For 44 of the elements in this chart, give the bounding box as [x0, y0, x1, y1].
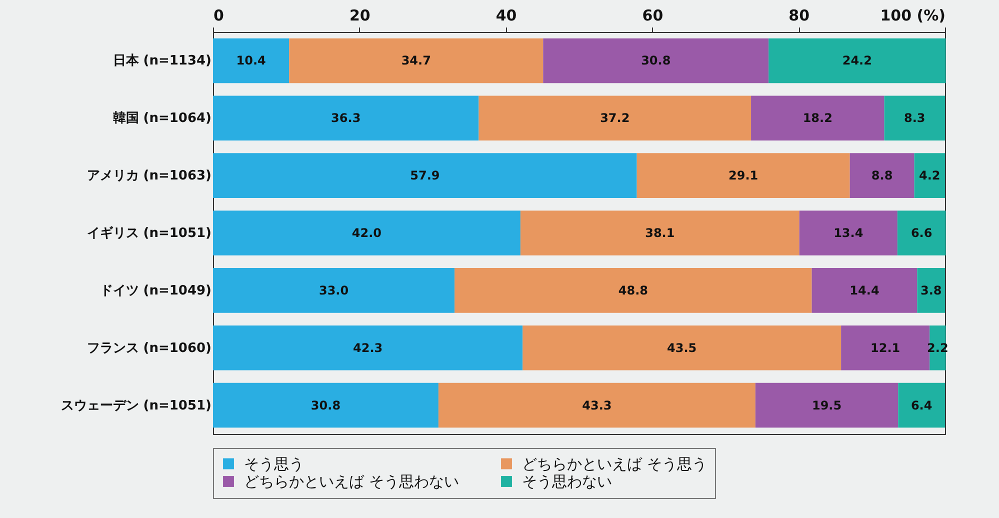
x-tick-label: 60 — [642, 6, 664, 24]
data-label: 48.8 — [618, 283, 648, 298]
legend-label: そう思う — [244, 454, 304, 473]
data-label: 34.7 — [401, 54, 431, 68]
data-label: 57.9 — [410, 168, 440, 183]
x-tick-label: 0 — [214, 6, 224, 24]
legend-label: そう思わない — [522, 472, 612, 490]
data-label: 30.8 — [641, 54, 671, 68]
data-label: 13.4 — [834, 226, 864, 240]
data-label: 42.3 — [353, 340, 383, 355]
data-label: 19.5 — [812, 398, 842, 412]
data-label: 30.8 — [310, 398, 341, 412]
data-label: 42.0 — [352, 226, 382, 240]
data-label: 43.5 — [667, 340, 697, 355]
y-tick-label: スウェーデン (n=1051) — [60, 398, 212, 414]
data-label: 36.3 — [331, 111, 361, 126]
x-tick-label: 20 — [349, 6, 370, 24]
data-label: 4.2 — [918, 168, 940, 183]
data-label: 24.2 — [842, 54, 872, 68]
y-tick-label: 日本 (n=1134) — [112, 54, 212, 69]
data-label: 14.4 — [850, 283, 880, 298]
legend-label: どちらかといえば そう思わない — [244, 472, 459, 490]
x-tick-label: 100 (%) — [880, 6, 946, 24]
x-tick-label: 40 — [496, 6, 517, 24]
y-tick-label: ドイツ (n=1049) — [100, 283, 212, 298]
data-label: 18.2 — [802, 111, 832, 126]
data-label: 38.1 — [645, 226, 675, 240]
data-label: 6.4 — [910, 398, 932, 412]
data-label: 29.1 — [728, 168, 758, 183]
data-label: 12.1 — [870, 340, 900, 355]
y-tick-label: イギリス (n=1051) — [86, 226, 212, 241]
data-label: 6.6 — [910, 226, 932, 240]
data-label: 8.8 — [871, 168, 893, 183]
y-tick-label: 韓国 (n=1064) — [112, 111, 212, 126]
y-tick-label: フランス (n=1060) — [86, 340, 212, 356]
data-label: 3.8 — [920, 283, 942, 298]
y-tick-label: アメリカ (n=1063) — [86, 168, 212, 184]
data-label: 33.0 — [318, 283, 349, 298]
data-label: 37.2 — [600, 111, 630, 126]
x-tick-label: 80 — [788, 6, 810, 24]
data-label: 8.3 — [904, 111, 926, 126]
legend-label: どちらかといえば そう思う — [522, 454, 707, 473]
data-label: 10.4 — [236, 54, 266, 68]
data-label: 43.3 — [582, 398, 612, 412]
